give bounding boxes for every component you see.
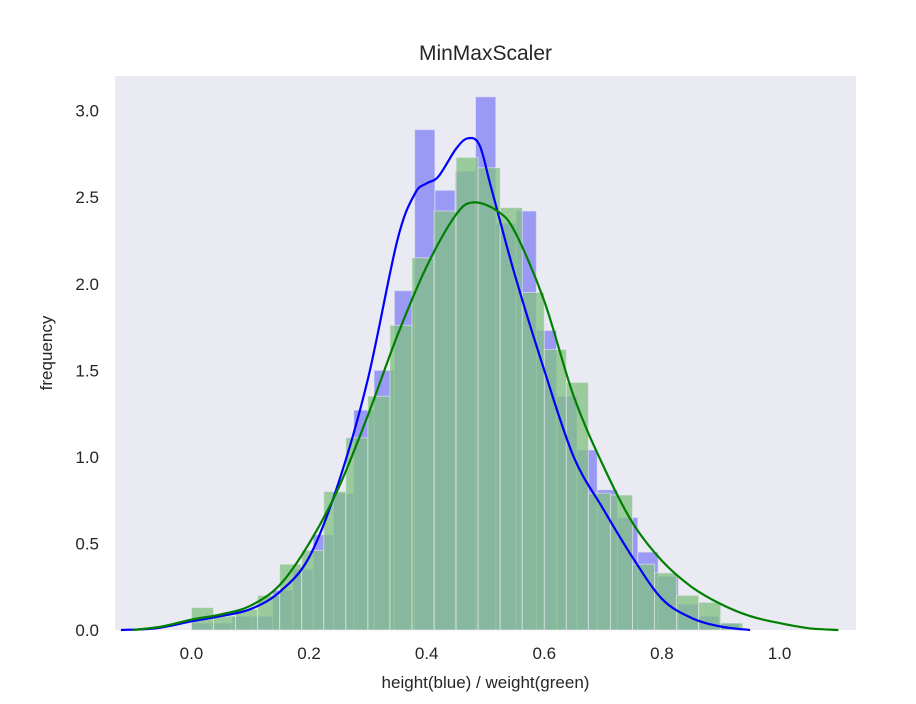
y-tick-label: 2.0	[75, 275, 99, 294]
x-tick-label: 0.0	[180, 644, 204, 663]
chart-title: MinMaxScaler	[419, 42, 552, 65]
x-tick-label: 1.0	[768, 644, 792, 663]
y-tick-label: 2.5	[75, 188, 99, 207]
kde-line-height	[120, 136, 751, 632]
histogram-bar-weight-9	[389, 324, 413, 631]
x-axis-label: height(blue) / weight(green)	[382, 673, 590, 692]
histogram-bar-weight-12	[455, 156, 479, 631]
histogram-bar-weight-1	[213, 615, 237, 631]
histogram-bar-weight-8	[367, 395, 391, 631]
y-tick-label: 1.0	[75, 448, 99, 467]
y-axis-label: frequency	[37, 315, 56, 390]
y-tick-label: 1.5	[75, 361, 99, 380]
histogram-bars	[190, 96, 744, 631]
x-tick-labels: 0.0 0.2 0.4 0.6 0.8 1.0	[180, 644, 792, 663]
histogram-bar-weight-14	[499, 207, 523, 631]
x-tick-label: 0.6	[532, 644, 556, 663]
x-tick-label: 0.4	[415, 644, 439, 663]
y-tick-label: 0.5	[75, 534, 99, 553]
kde-line-weight	[132, 201, 839, 632]
histogram-bar-weight-7	[345, 437, 369, 631]
x-tick-label: 0.8	[650, 644, 674, 663]
kde-curves	[120, 136, 839, 632]
histogram-bar-weight-17	[565, 381, 589, 631]
y-tick-label: 3.0	[75, 102, 99, 121]
histogram-bar-weight-15	[521, 291, 545, 631]
histogram-bar-weight-10	[411, 257, 435, 631]
histogram-bar-weight-13	[477, 167, 501, 631]
x-tick-label: 0.2	[297, 644, 321, 663]
histogram-bar-weight-16	[543, 349, 567, 631]
histogram-bar-weight-11	[433, 210, 457, 631]
y-tick-labels: 0.0 0.5 1.0 1.5 2.0 2.5 3.0	[75, 102, 99, 640]
y-tick-label: 0.0	[75, 621, 99, 640]
